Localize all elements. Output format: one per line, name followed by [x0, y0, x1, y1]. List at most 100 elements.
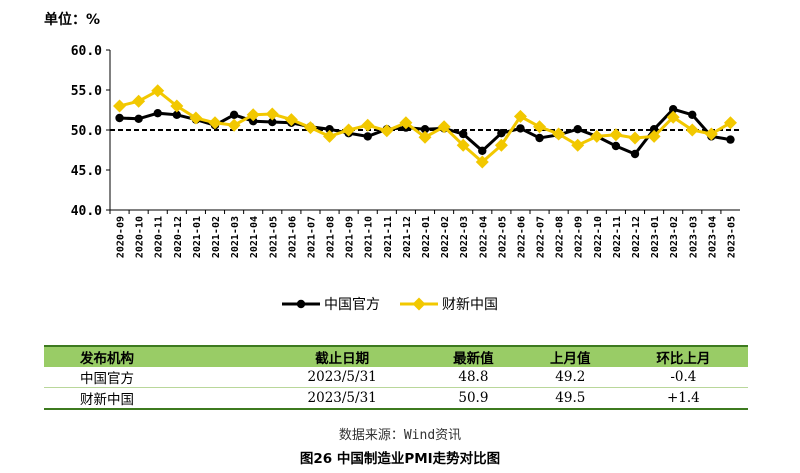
- data-point-caixin: [399, 116, 413, 130]
- data-point-official: [535, 133, 544, 143]
- x-tick-label: 2021-09: [345, 216, 356, 258]
- x-tick-label: 2021-10: [364, 216, 375, 258]
- series-group: [113, 84, 737, 169]
- data-point-official: [497, 129, 506, 138]
- table-row: 中国官方 2023/5/31 48.8 49.2 -0.4: [44, 367, 748, 388]
- data-point-official: [268, 117, 277, 127]
- x-tick-label: 2023-04: [707, 216, 718, 258]
- data-point-caixin: [437, 120, 451, 134]
- data-point-caixin: [189, 111, 203, 125]
- data-point-official: [458, 129, 468, 139]
- data-point-official: [134, 114, 143, 124]
- header-cutoff-date: 截止日期: [259, 345, 425, 367]
- x-tick-label: 2021-02: [211, 216, 222, 258]
- data-point-caixin: [265, 107, 279, 121]
- data-point-caixin: [647, 129, 661, 143]
- data-point-caixin: [666, 110, 680, 124]
- data-point-caixin: [590, 129, 604, 143]
- data-point-caixin: [723, 116, 737, 130]
- data-point-official: [573, 125, 582, 134]
- y-tick-label: 45.0: [71, 164, 102, 179]
- y-axis-ticks: 60.0 55.0 50.0 45.0 40.0: [71, 44, 110, 219]
- data-point-caixin: [323, 129, 337, 143]
- summary-table: 发布机构 截止日期 最新值 上月值 环比上月 中国官方 2023/5/31 48…: [44, 345, 748, 410]
- data-point-official: [688, 110, 697, 120]
- data-point-caixin: [361, 118, 375, 132]
- pmi-line-chart: 单位：% 60.0 55.0 50.0 45.0 40.0 2020-09 2020-10…: [44, 11, 740, 313]
- x-tick-label: 2020-11: [154, 216, 165, 258]
- unit-label: 单位：%: [44, 11, 100, 28]
- x-tick-label: 2023-03: [688, 216, 699, 258]
- data-point-official: [630, 149, 640, 159]
- x-tick-label: 2023-05: [726, 216, 737, 258]
- data-point-official: [668, 105, 678, 114]
- data-point-caixin: [685, 123, 699, 137]
- data-point-caixin: [342, 123, 356, 137]
- data-point-official: [229, 110, 239, 120]
- data-point-official: [153, 109, 162, 118]
- x-tick-label: 2022-04: [478, 216, 489, 258]
- data-point-caixin: [227, 118, 241, 132]
- x-tick-label: 2022-01: [421, 216, 432, 258]
- x-tick-label: 2022-03: [459, 216, 470, 258]
- header-previous-value: 上月值: [521, 345, 619, 367]
- data-point-official: [611, 141, 621, 151]
- data-point-caixin: [609, 128, 623, 142]
- data-point-caixin: [533, 120, 547, 134]
- x-tick-label: 2021-04: [249, 216, 260, 258]
- cell-latest-value: 48.8: [424, 367, 522, 388]
- legend-marker: [412, 297, 426, 311]
- table-header-row: 发布机构 截止日期 最新值 上月值 环比上月: [44, 345, 748, 367]
- data-point-official: [649, 125, 659, 134]
- table-row: 财新中国 2023/5/31 50.9 49.5 +1.4: [44, 387, 748, 410]
- data-point-official: [115, 113, 124, 123]
- x-tick-label: 2022-02: [440, 216, 451, 258]
- x-tick-label: 2022-06: [516, 216, 527, 258]
- cell-mom-change: -0.4: [618, 367, 748, 388]
- header-latest-value: 最新值: [424, 345, 522, 367]
- data-point-caixin: [246, 108, 260, 122]
- x-tick-label: 2021-03: [230, 216, 241, 258]
- data-point-caixin: [208, 116, 222, 130]
- data-point-official: [363, 132, 372, 141]
- x-tick-label: 2022-08: [555, 216, 566, 258]
- x-tick-label: 2022-09: [574, 216, 585, 258]
- cell-latest-value: 50.9: [424, 387, 522, 410]
- data-point-caixin: [456, 138, 470, 152]
- y-tick-label: 40.0: [71, 204, 102, 219]
- data-point-official: [325, 125, 334, 134]
- x-tick-label: 2021-07: [306, 216, 317, 258]
- x-tick-label: 2023-01: [650, 216, 661, 258]
- data-point-official: [516, 124, 525, 133]
- data-point-caixin: [132, 94, 146, 108]
- data-point-caixin: [284, 113, 298, 127]
- series-caixin: [113, 84, 737, 169]
- cell-mom-change: +1.4: [618, 387, 748, 410]
- x-tick-label: 2021-01: [192, 216, 203, 258]
- legend-marker: [296, 299, 306, 309]
- legend: 中国官方 财新中国: [282, 297, 498, 313]
- x-tick-label: 2022-07: [536, 216, 547, 258]
- x-tick-label: 2021-06: [287, 216, 298, 258]
- header-publisher: 发布机构: [44, 345, 260, 367]
- data-point-caixin: [513, 109, 527, 123]
- cell-publisher: 中国官方: [44, 367, 260, 388]
- header-mom-change: 环比上月: [618, 345, 748, 367]
- x-tick-label: 2020-10: [135, 216, 146, 258]
- data-point-caixin: [418, 130, 432, 144]
- data-point-official: [420, 125, 430, 134]
- data-point-caixin: [170, 99, 184, 113]
- y-tick-label: 50.0: [71, 124, 102, 139]
- cell-cutoff-date: 2023/5/31: [259, 367, 425, 388]
- x-tick-label: 2022-12: [631, 216, 642, 258]
- data-point-caixin: [303, 121, 317, 135]
- cell-cutoff-date: 2023/5/31: [259, 387, 425, 410]
- data-point-caixin: [552, 127, 566, 141]
- data-point-caixin: [151, 84, 165, 98]
- data-point-official: [726, 135, 735, 144]
- figure-caption: 图26 中国制造业PMI走势对比图: [299, 451, 501, 467]
- x-tick-label: 2022-10: [593, 216, 604, 258]
- x-tick-label: 2020-09: [116, 216, 127, 258]
- data-point-caixin: [704, 127, 718, 141]
- data-point-official: [172, 110, 182, 120]
